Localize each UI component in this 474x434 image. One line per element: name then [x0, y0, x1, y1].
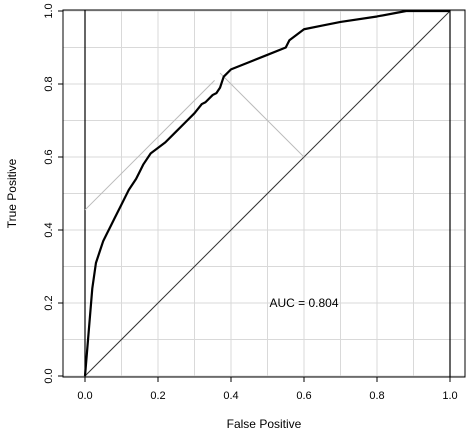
x-tick-label: 0.2 — [150, 390, 165, 402]
y-tick-label: 0.4 — [43, 222, 55, 237]
reference-lines — [84, 10, 451, 377]
x-tick-label: 1.0 — [442, 390, 457, 402]
y-tick-label: 0.2 — [43, 295, 55, 310]
diagonal-line — [84, 10, 451, 377]
x-tick-label: 0.6 — [296, 390, 311, 402]
y-axis-ticks: 0.0 0.2 0.4 0.6 0.8 1.0 — [43, 3, 63, 384]
auc-annotation: AUC = 0.804 — [269, 296, 338, 310]
plot-frame — [62, 9, 466, 378]
y-tick-label: 0.8 — [43, 76, 55, 91]
tangent-line — [84, 79, 215, 211]
x-tick-label: 0.8 — [369, 390, 384, 402]
x-tick-label: 0.4 — [223, 390, 238, 402]
x-tick-label: 0.0 — [77, 390, 92, 402]
distance-line — [219, 72, 305, 158]
x-axis-ticks: 0.0 0.2 0.4 0.6 0.8 1.0 — [77, 377, 458, 402]
y-tick-label: 0.0 — [43, 368, 55, 383]
roc-curve-group — [83, 9, 450, 377]
x-axis-title: False Positive — [227, 417, 302, 431]
roc-curve — [83, 9, 450, 377]
y-tick-label: 0.6 — [43, 149, 55, 164]
y-tick-label: 1.0 — [43, 3, 55, 18]
y-axis-title: True Positive — [5, 158, 19, 228]
grid-lines — [63, 10, 465, 377]
